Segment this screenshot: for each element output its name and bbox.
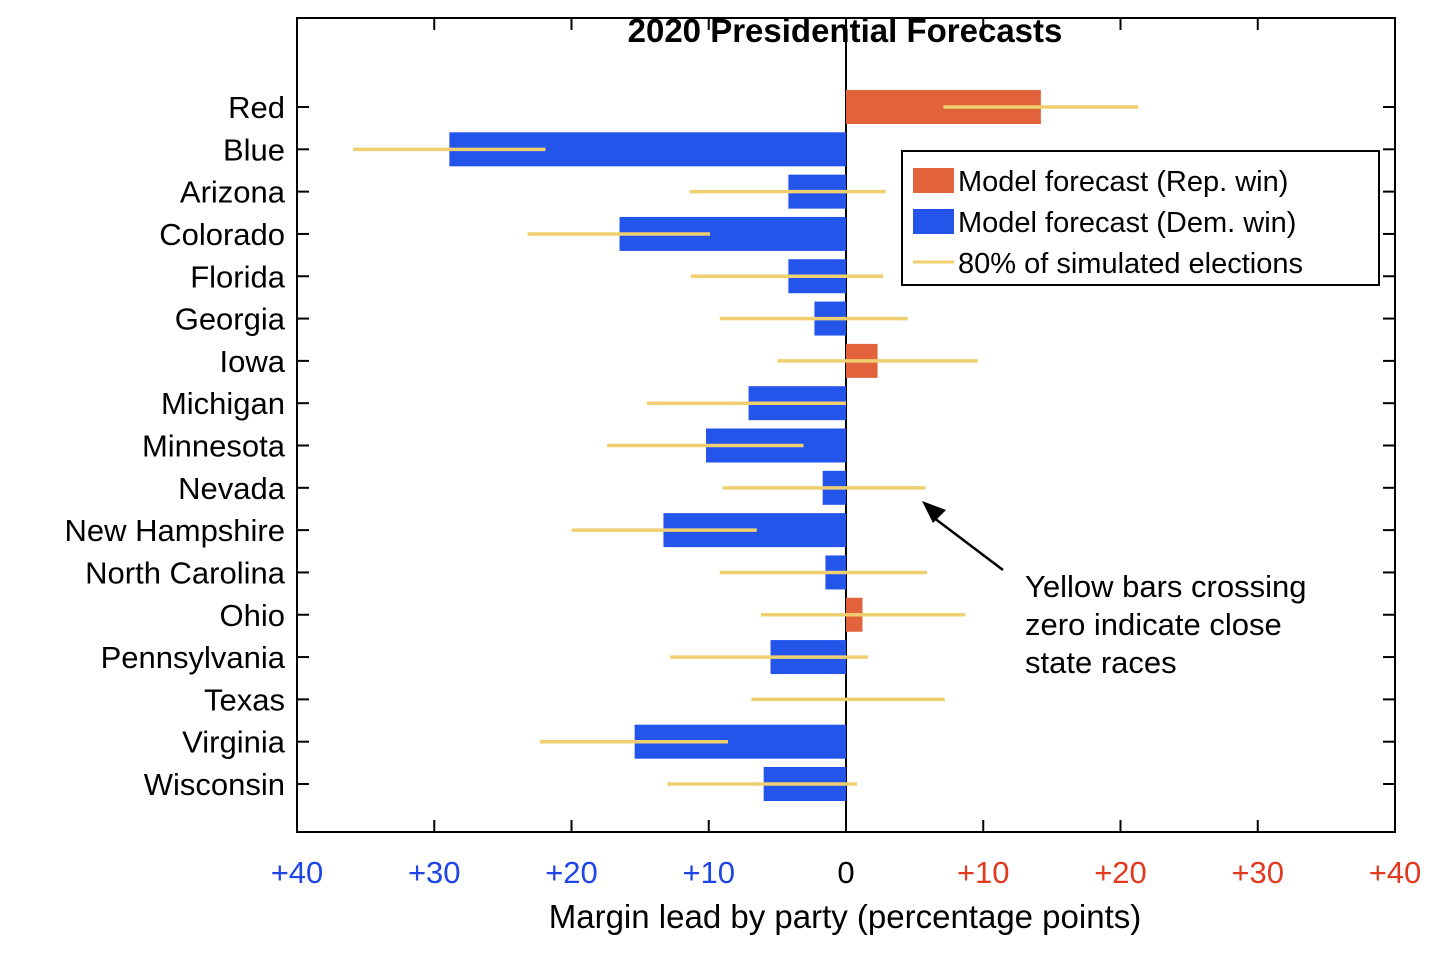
y-tick-label: Colorado	[159, 217, 285, 252]
x-tick-label: +10	[957, 855, 1010, 890]
legend-swatch	[913, 209, 954, 234]
y-tick-label: Wisconsin	[144, 767, 285, 802]
y-tick-label: Arizona	[180, 175, 286, 210]
x-tick-label: +20	[1094, 855, 1147, 890]
legend-label: Model forecast (Rep. win)	[958, 166, 1288, 198]
y-tick-label: Iowa	[220, 344, 286, 379]
x-tick-label: +20	[545, 855, 598, 890]
legend-box	[901, 150, 1380, 286]
x-tick-label: +40	[271, 855, 324, 890]
x-tick-label: +30	[408, 855, 461, 890]
annotation-arrowhead	[922, 501, 946, 523]
y-tick-label: Nevada	[178, 471, 286, 506]
plot-frame	[296, 17, 1396, 833]
annotation-text: zero indicate close	[1025, 607, 1282, 642]
annotation-text: Yellow bars crossing	[1025, 569, 1306, 604]
y-tick-label: North Carolina	[85, 555, 286, 590]
y-tick-label: Michigan	[161, 386, 285, 421]
x-axis-label: Margin lead by party (percentage points)	[549, 898, 1142, 935]
x-tick-label: +10	[682, 855, 735, 890]
y-tick-label: Minnesota	[142, 429, 286, 464]
legend-label: Model forecast (Dem. win)	[958, 207, 1296, 239]
annotation-arrow-shaft	[934, 517, 1004, 571]
y-tick-label: Blue	[223, 132, 285, 167]
y-tick-label: Red	[228, 90, 285, 125]
y-tick-label: New Hampshire	[64, 513, 285, 548]
legend-label: 80% of simulated elections	[958, 248, 1303, 280]
y-tick-label: Ohio	[220, 598, 285, 633]
x-tick-label: +30	[1231, 855, 1284, 890]
annotation-text: state races	[1025, 645, 1177, 680]
x-tick-label: +40	[1369, 855, 1422, 890]
y-tick-label: Pennsylvania	[101, 640, 286, 675]
y-tick-label: Georgia	[175, 302, 286, 337]
y-tick-label: Texas	[204, 682, 285, 717]
legend-swatch	[913, 168, 954, 193]
x-tick-label: 0	[837, 855, 854, 890]
y-tick-label: Virginia	[182, 725, 286, 760]
y-tick-label: Florida	[190, 259, 286, 294]
legend: Model forecast (Rep. win) Model forecast …	[901, 150, 1380, 286]
